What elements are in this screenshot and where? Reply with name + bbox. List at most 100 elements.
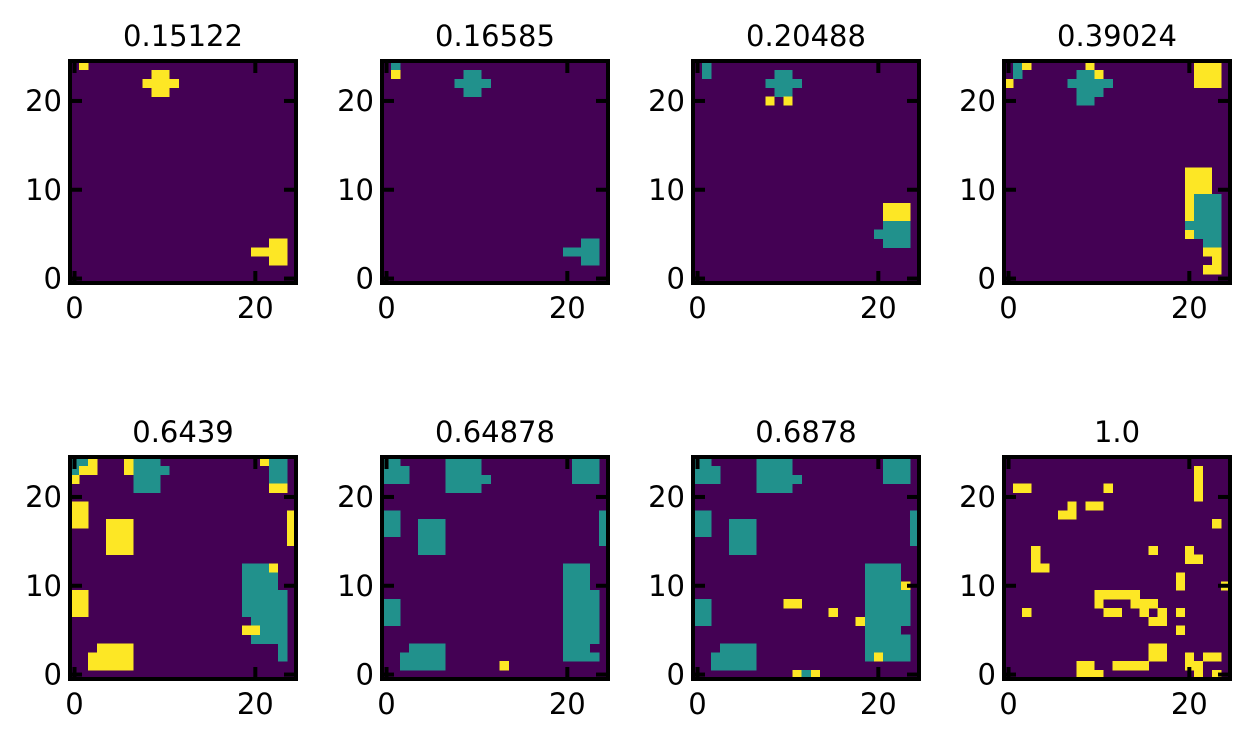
heatmap-cell bbox=[1202, 265, 1213, 275]
heatmap-cell bbox=[241, 625, 261, 635]
x-tick-label: 20 bbox=[860, 687, 897, 721]
y-tick-label: 0 bbox=[978, 262, 996, 296]
x-tick-label: 20 bbox=[237, 291, 274, 325]
heatmap-cell bbox=[160, 465, 170, 476]
heatmap-cell bbox=[1040, 563, 1050, 573]
heatmap-cell bbox=[765, 78, 802, 88]
x-tick-label: 20 bbox=[1171, 687, 1208, 721]
x-tick-label: 0 bbox=[65, 687, 83, 721]
heatmap-cell bbox=[454, 78, 491, 88]
heatmap-cell bbox=[124, 457, 134, 476]
axes-frame bbox=[691, 455, 921, 681]
heatmap-cell bbox=[445, 457, 482, 493]
heatmap-cell bbox=[1175, 607, 1186, 618]
heatmap-cell bbox=[792, 474, 802, 484]
heatmap-cell bbox=[882, 203, 911, 222]
heatmap-cell bbox=[900, 590, 911, 627]
heatmap-cell bbox=[1148, 616, 1168, 627]
heatmap-cell bbox=[1094, 599, 1104, 609]
heatmap-cell bbox=[1184, 220, 1195, 231]
heatmap-cell bbox=[1193, 465, 1204, 502]
heatmap-cell bbox=[828, 607, 838, 618]
heatmap-cell bbox=[1193, 661, 1204, 671]
heatmap-cell bbox=[268, 563, 279, 573]
y-tick-label: 0 bbox=[44, 262, 62, 296]
heatmap-cell bbox=[79, 61, 89, 71]
heatmap-cell bbox=[1085, 61, 1095, 71]
heatmap-cell bbox=[873, 652, 884, 662]
heatmap-cell bbox=[1202, 238, 1222, 248]
heatmap-panel: 0.39024 0 20 0 10 20 bbox=[959, 19, 1232, 325]
axes-frame bbox=[68, 455, 298, 681]
axes-frame bbox=[380, 59, 610, 285]
heatmap-cell bbox=[1184, 229, 1195, 239]
heatmap-cell bbox=[97, 643, 134, 671]
x-tick-label: 20 bbox=[237, 687, 274, 721]
heatmap-cell bbox=[70, 501, 89, 529]
heatmap-cell bbox=[801, 670, 811, 680]
heatmap-cell bbox=[1211, 247, 1222, 275]
heatmap-cell bbox=[1094, 670, 1104, 680]
heatmap-cell bbox=[1085, 501, 1104, 511]
heatmap-cell bbox=[756, 457, 793, 493]
heatmap-cell bbox=[900, 581, 911, 591]
x-tick-label: 0 bbox=[377, 687, 395, 721]
heatmap-cell bbox=[589, 652, 600, 662]
x-tick-label: 0 bbox=[999, 687, 1017, 721]
panel-title: 0.15122 bbox=[123, 19, 243, 53]
heatmap-cell bbox=[882, 457, 911, 484]
y-tick-label: 0 bbox=[978, 658, 996, 692]
heatmap-cell bbox=[1202, 247, 1213, 257]
heatmap-cell bbox=[268, 483, 288, 493]
heatmap-cell bbox=[702, 61, 712, 80]
panel-title: 0.16585 bbox=[435, 19, 555, 53]
heatmap-cell bbox=[693, 599, 712, 627]
heatmap-cell bbox=[142, 78, 179, 88]
heatmap-cell bbox=[1112, 661, 1140, 671]
heatmap-cell bbox=[1058, 510, 1077, 520]
y-tick-label: 20 bbox=[959, 84, 996, 118]
heatmap-cell bbox=[268, 590, 288, 618]
heatmap-cell bbox=[1175, 572, 1186, 591]
y-tick-label: 10 bbox=[25, 569, 62, 603]
panel-title: 1.0 bbox=[1094, 415, 1140, 449]
heatmap-cell bbox=[1022, 607, 1032, 618]
heatmap-cell bbox=[1211, 519, 1222, 529]
x-tick-label: 20 bbox=[1171, 291, 1208, 325]
heatmap-cell bbox=[882, 220, 893, 248]
y-tick-label: 0 bbox=[356, 262, 374, 296]
heatmap-cell bbox=[1031, 545, 1041, 573]
heatmap-cell bbox=[562, 563, 591, 662]
heatmap-cell bbox=[499, 661, 509, 671]
y-tick-label: 20 bbox=[959, 480, 996, 514]
heatmap-panel: 0.16585 0 20 0 10 20 bbox=[337, 19, 610, 325]
heatmap-panel: 0.6878 0 20 0 10 20 bbox=[648, 415, 921, 721]
heatmap-cell bbox=[598, 510, 609, 547]
y-tick-label: 0 bbox=[356, 658, 374, 692]
y-tick-label: 20 bbox=[648, 84, 685, 118]
heatmap-cell bbox=[729, 519, 757, 555]
y-tick-label: 20 bbox=[25, 84, 62, 118]
heatmap-cell bbox=[562, 247, 600, 257]
heatmap-cell bbox=[88, 457, 98, 476]
heatmap-panel: 0.64878 0 20 0 10 20 bbox=[337, 415, 610, 721]
panel-title: 0.20488 bbox=[746, 19, 866, 53]
heatmap-background bbox=[693, 61, 919, 283]
y-tick-label: 10 bbox=[337, 173, 374, 207]
heatmap-background bbox=[382, 61, 608, 283]
panel-title: 0.6439 bbox=[132, 415, 233, 449]
x-tick-label: 20 bbox=[860, 291, 897, 325]
heatmap-cell bbox=[1094, 590, 1140, 600]
heatmap-cell bbox=[1022, 61, 1032, 71]
heatmap-cell bbox=[250, 247, 288, 257]
heatmap-cell bbox=[268, 457, 288, 484]
heatmap-cell bbox=[783, 599, 802, 609]
heatmap-cell bbox=[481, 474, 491, 484]
heatmap-cell bbox=[711, 652, 721, 671]
heatmap-cell bbox=[1193, 61, 1222, 88]
heatmap-cell bbox=[1067, 78, 1077, 88]
heatmap-cell bbox=[810, 670, 820, 680]
heatmap-cell bbox=[693, 510, 712, 538]
heatmap-cell bbox=[720, 643, 757, 671]
y-tick-label: 20 bbox=[648, 480, 685, 514]
